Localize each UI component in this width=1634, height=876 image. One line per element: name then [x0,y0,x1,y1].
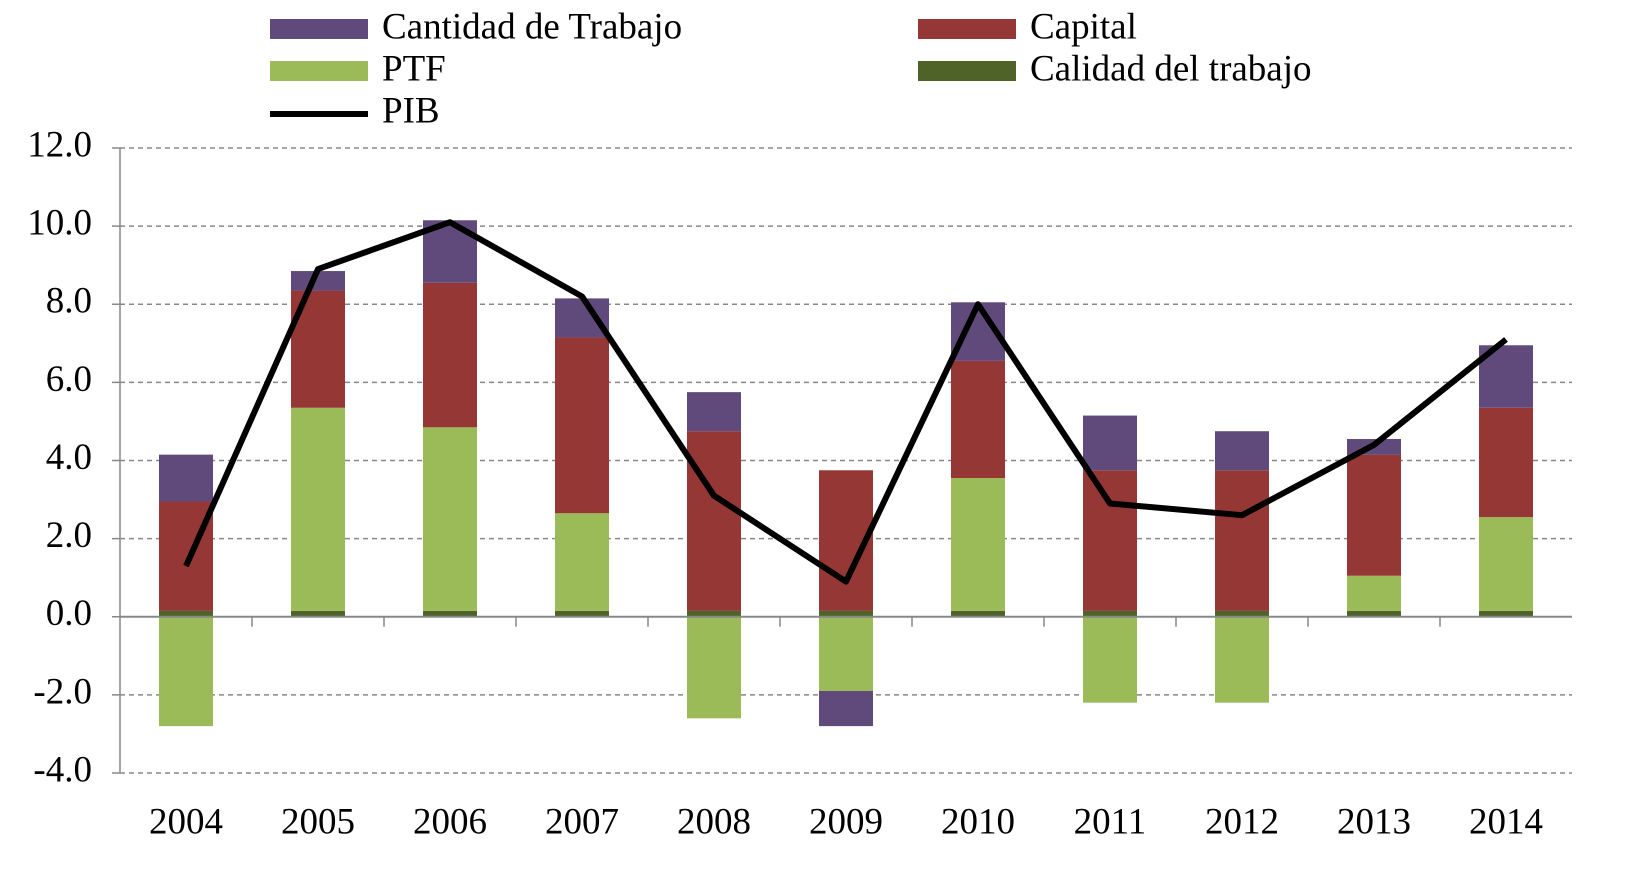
x-tick-label: 2005 [281,801,355,842]
bar-segment [819,616,873,691]
x-tick-label: 2010 [941,801,1015,842]
y-tick-label: 8.0 [46,281,92,322]
bar-segment [291,610,345,617]
bar-segment [1479,517,1533,611]
bar-segment [555,337,609,514]
legend-label: PTF [382,48,446,89]
bar-segment [1347,610,1401,617]
bar-segment [687,431,741,611]
bar-segment [1083,610,1137,617]
bar-segment [687,610,741,617]
line [183,219,1508,585]
bar-segment [1215,470,1269,611]
y-tick-label: -4.0 [33,749,92,790]
bar-segment [1215,610,1269,617]
y-tick-label: 0.0 [46,593,92,634]
bar-segment [951,478,1005,611]
legend-swatch [918,61,1016,81]
bar-segment [1083,415,1137,471]
bar-segment [819,690,873,727]
legend-label: PIB [382,90,440,131]
bar-segment [687,616,741,719]
bar-segment [159,454,213,502]
y-tick-label: 6.0 [46,359,92,400]
bar-segment [951,610,1005,617]
bar-segment [1479,407,1533,518]
x-tick-label: 2008 [677,801,751,842]
y-tick-label: 4.0 [46,437,92,478]
bar-segment [159,616,213,727]
bar-segment [423,282,477,428]
x-tick-label: 2004 [149,801,223,842]
legend-swatch [270,61,368,81]
bar-segment [687,392,741,432]
y-tick-label: 12.0 [27,124,92,165]
bar-segment [951,360,1005,479]
x-tick-label: 2013 [1337,801,1411,842]
legend-label: Capital [1030,6,1137,47]
x-tick-label: 2014 [1469,801,1543,842]
x-tick-label: 2006 [413,801,487,842]
bar-segment [819,610,873,617]
bar-segment [423,610,477,617]
legend-swatch [918,19,1016,39]
bar-segment [555,513,609,611]
bar-segment [291,271,345,291]
bar-segment [555,610,609,617]
x-tick-label: 2012 [1205,801,1279,842]
x-tick-label: 2007 [545,801,619,842]
bar-segment [1083,470,1137,611]
bar-segment [423,427,477,611]
bar-segment [1083,616,1137,703]
legend-swatch [270,19,368,39]
bar-segment [1479,610,1533,617]
bar-segment [159,610,213,617]
bar-segment [1347,454,1401,576]
x-tick-label: 2011 [1074,801,1147,842]
y-tick-label: 10.0 [27,203,92,244]
legend-label: Cantidad de Trabajo [382,6,682,47]
bar-segment [555,298,609,338]
y-tick-label: 2.0 [46,515,92,556]
bar-segment [1347,575,1401,611]
bar-segment [291,407,345,611]
x-tick-label: 2009 [809,801,883,842]
bar-segment [1215,431,1269,471]
legend-label: Calidad del trabajo [1030,48,1312,89]
bar-segment [1215,616,1269,703]
y-tick-label: -2.0 [33,671,92,712]
